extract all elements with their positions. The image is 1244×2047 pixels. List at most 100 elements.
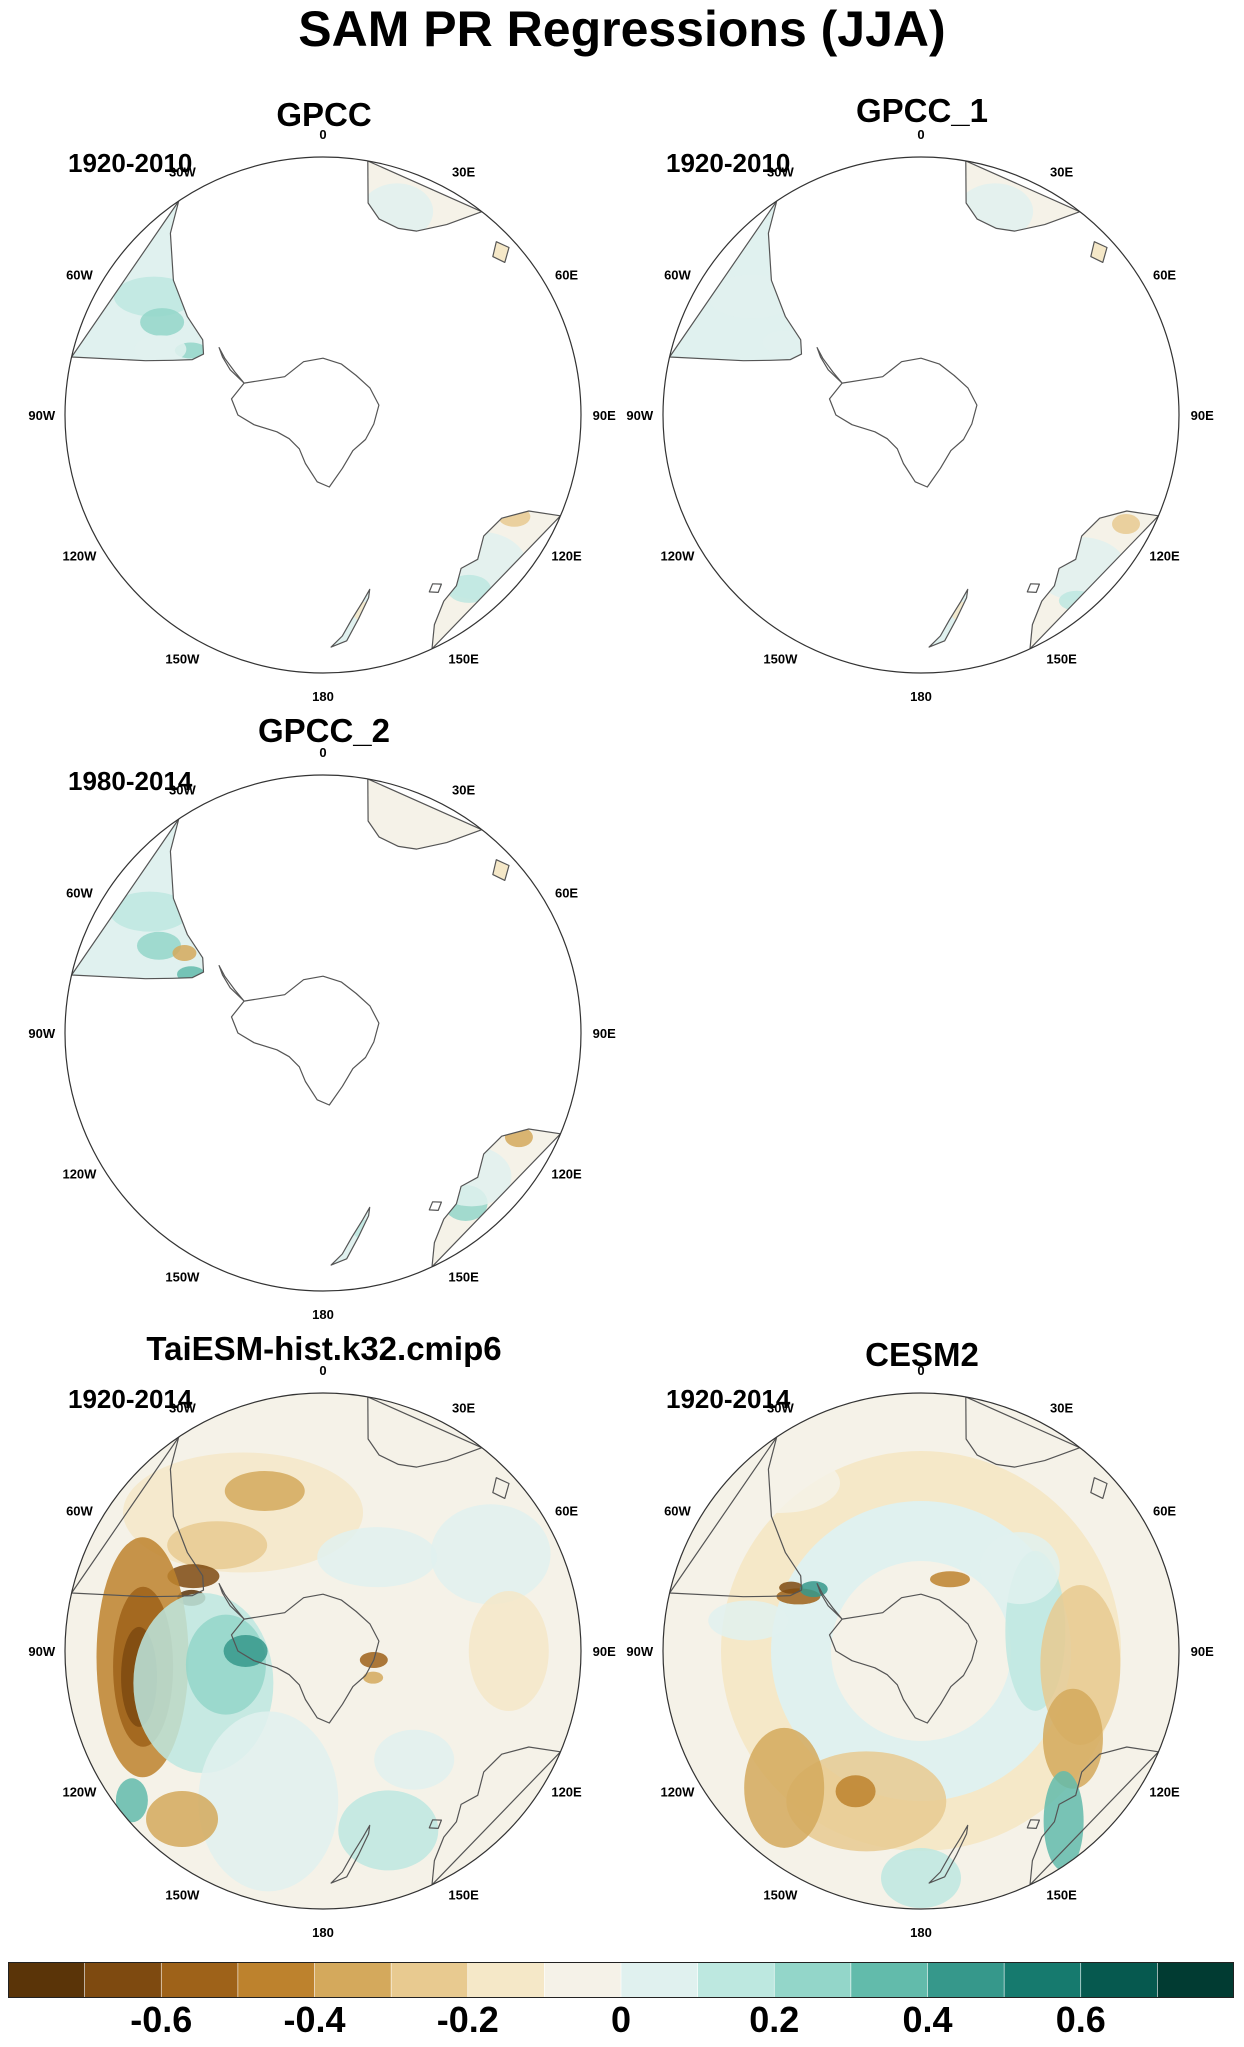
lon-label: 180 [312, 689, 334, 704]
coastlines [71, 778, 562, 1268]
lon-label: 150E [448, 1270, 479, 1285]
map-border [64, 156, 582, 674]
coastline-australia [431, 1746, 562, 1886]
map-disk [663, 157, 1179, 673]
colorbar-swatch [544, 1962, 622, 1998]
lon-label: 180 [312, 1925, 334, 1940]
panel-period-gpcc: 1920-2010 [68, 148, 193, 178]
lon-label: 30W [169, 1400, 196, 1415]
panel-title-cesm2: CESM2 [865, 1336, 979, 1373]
lon-label: 90E [593, 1026, 616, 1041]
colorbar-tick-label: -0.6 [130, 1999, 193, 2040]
coastlines [71, 160, 562, 650]
lon-label: 30W [169, 164, 196, 179]
lon-label: 30E [1050, 1400, 1073, 1415]
coastline-australia [1029, 510, 1160, 650]
coastline-peninsula [218, 347, 245, 384]
figure-title: SAM PR Regressions (JJA) [298, 1, 946, 57]
lon-label: 30W [767, 164, 794, 179]
colorbar-swatch [927, 1962, 1005, 1998]
panel-title-gpcc: GPCC [276, 96, 372, 133]
lon-label: 90E [1191, 1644, 1214, 1659]
lon-label: 30E [1050, 164, 1073, 179]
lon-label: 180 [910, 1925, 932, 1940]
coastline-antarctica [230, 975, 380, 1106]
coastline-tasmania [428, 1819, 442, 1829]
panel-period-gpcc1: 1920-2010 [666, 148, 791, 178]
lon-label: 120W [62, 1167, 97, 1182]
lon-label: 0 [319, 127, 326, 142]
coastlines [669, 1396, 1160, 1886]
colorbar-swatch [773, 1962, 852, 1998]
lon-label: 120W [660, 549, 695, 564]
colorbar-swatch [1080, 1962, 1159, 1998]
coastline-southAmerica [71, 200, 205, 362]
panel-period-cesm2: 1920-2014 [666, 1384, 791, 1414]
lon-label: 150E [1046, 652, 1077, 667]
lon-label: 120E [551, 1167, 582, 1182]
map-border [64, 774, 582, 1292]
colorbar-tick-label: -0.4 [283, 1999, 346, 2040]
lon-label: 30E [452, 1400, 475, 1415]
map-taiesm: 0 30E 60E 90E 120E 150E 180 150W 120W 90W 60W 30W [28, 1363, 616, 1940]
coastlines [669, 160, 1160, 650]
lon-label: 90W [28, 1026, 55, 1041]
lon-label: 150E [448, 1888, 479, 1903]
panel-title-taiesm: TaiESM-hist.k32.cmip6 [146, 1330, 502, 1367]
map-cesm2: 0 30E 60E 90E 120E 150E 180 150W 120W 90W 60W 30W [626, 1363, 1214, 1940]
coastline-newZealand [928, 588, 969, 648]
map-gpcc2: 0 30E 60E 90E 120E 150E 180 150W 120W 90W 60W 30W [28, 745, 616, 1322]
colorbar-swatch [8, 1962, 86, 1998]
lon-label: 90W [28, 408, 55, 423]
lon-label: 120E [551, 549, 582, 564]
coastline-tasmania [428, 583, 442, 593]
lon-label: 90E [593, 1644, 616, 1659]
lon-label: 30E [452, 164, 475, 179]
coastlines [71, 1396, 562, 1886]
map-border [662, 156, 1180, 674]
lon-label: 60W [664, 267, 691, 282]
lon-label: 0 [319, 1363, 326, 1378]
map-gpcc: 0 30E 60E 90E 120E 150E 180 150W 120W 90W 60W 30W [28, 127, 616, 704]
coastline-newZealand [330, 1824, 371, 1884]
lon-label: 120W [62, 1785, 97, 1800]
coastline-southAmerica [669, 1436, 803, 1598]
coastline-southAmerica [71, 818, 205, 980]
lon-label: 150W [763, 652, 798, 667]
colorbar-swatch [390, 1962, 469, 1998]
lon-label: 0 [917, 127, 924, 142]
lon-label: 60E [555, 885, 578, 900]
lon-label: 60W [664, 1503, 691, 1518]
coastline-africa [367, 1396, 483, 1468]
coastline-africa [965, 1396, 1081, 1468]
panel-title-gpcc2: GPCC_2 [257, 712, 391, 749]
lon-label: 60W [66, 1503, 93, 1518]
panel-title-gpcc1: GPCC_1 [855, 92, 989, 129]
colorbar-tick-label: 0.4 [902, 1999, 953, 2040]
colorbar-tick-label: 0.2 [749, 1999, 800, 2040]
lon-label: 120W [62, 549, 97, 564]
map-border [662, 1392, 1180, 1910]
coastline-africa [367, 778, 483, 850]
precip-shading [65, 1393, 581, 1909]
colorbar-swatch [697, 1962, 776, 1998]
lon-label: 0 [917, 1363, 924, 1378]
coastline-peninsula [816, 347, 843, 384]
coastline-madagascar [1090, 1477, 1108, 1499]
lon-label: 30W [767, 1400, 794, 1415]
colorbar [8, 1962, 1234, 1998]
coastline-madagascar [492, 241, 510, 263]
coastline-antarctica [230, 1593, 380, 1724]
colorbar-swatch [160, 1962, 239, 1998]
lon-label: 150W [763, 1888, 798, 1903]
lon-label: 120W [660, 1785, 695, 1800]
coastline-australia [1029, 1746, 1160, 1886]
colorbar-tick-label: 0 [610, 1999, 632, 2040]
coastline-tasmania [1026, 583, 1040, 593]
lon-label: 120E [1149, 1785, 1180, 1800]
coastline-newZealand [330, 1206, 371, 1266]
colorbar-swatch [467, 1962, 546, 1998]
coastline-peninsula [218, 1583, 245, 1620]
lon-label: 60W [66, 885, 93, 900]
